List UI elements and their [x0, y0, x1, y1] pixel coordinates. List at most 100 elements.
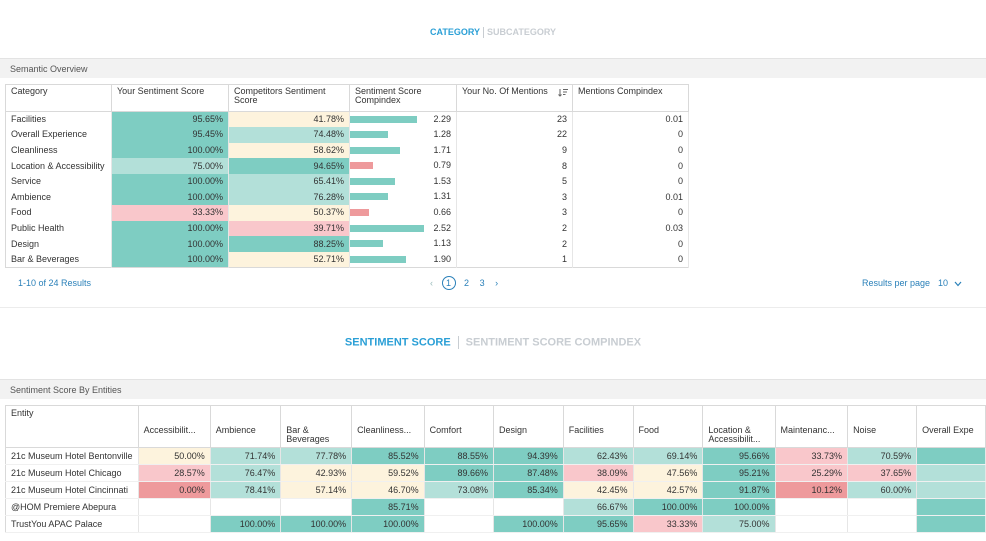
entity-score-cell: 37.65% — [847, 464, 918, 482]
page-2-button[interactable]: 2 — [464, 278, 470, 288]
page-3-button[interactable]: 3 — [479, 278, 485, 288]
entity-row: 21c Museum Hotel Chicago 28.57% 76.47% 42.9… — [5, 464, 986, 482]
entity-attribute-column-header[interactable]: Design — [493, 405, 564, 448]
entity-score-cell: 75.00% — [702, 515, 776, 533]
entity-attribute-column-header[interactable]: Food — [633, 405, 704, 448]
entity-attribute-column-header[interactable]: Comfort — [424, 405, 494, 448]
entity-score-cell — [916, 447, 986, 465]
entity-score-cell: 77.78% — [280, 447, 353, 465]
sentiment-score-tab[interactable]: SENTIMENT SCORE — [344, 336, 451, 349]
page-1-button[interactable]: 1 — [441, 276, 456, 290]
entity-attribute-column-header[interactable]: Ambience — [210, 405, 282, 448]
mentions-compindex-column-header[interactable]: Mentions Compindex — [572, 84, 689, 112]
results-per-page-value: 10 — [938, 278, 949, 288]
competitor-score-column-header[interactable]: Competitors Sentiment Score — [228, 84, 350, 112]
entity-attribute-column-header[interactable]: Facilities — [563, 405, 634, 448]
category-cell: Location & Accessibility — [5, 158, 112, 174]
subcategory-tab[interactable]: SUBCATEGORY — [487, 27, 557, 37]
table-row: Public Health 100.00% 39.71% 2.52 2 0.03 — [5, 220, 689, 237]
entity-score-cell: 69.14% — [633, 447, 704, 465]
mentions-compindex-cell: 0 — [572, 205, 689, 221]
compindex-value: 1.28 — [433, 129, 451, 140]
entity-attribute-column-header[interactable]: Location & Accessibilit... — [702, 405, 776, 448]
entity-score-cell — [424, 498, 494, 516]
sort-descending-icon[interactable] — [558, 88, 568, 97]
entity-score-cell — [916, 481, 986, 499]
compindex-cell: 1.31 — [349, 189, 457, 206]
mentions-cell: 9 — [456, 142, 573, 159]
entity-score-cell: 85.52% — [351, 447, 425, 465]
entity-score-cell: 95.21% — [702, 464, 776, 482]
sentiment-compindex-tab[interactable]: SENTIMENT SCORE COMPINDEX — [465, 336, 642, 349]
entity-score-cell: 25.29% — [775, 464, 849, 482]
entity-score-cell — [847, 498, 918, 516]
category-cell: Overall Experience — [5, 127, 112, 143]
table-row: Overall Experience 95.45% 74.48% 1.28 22 0 — [5, 127, 689, 143]
mentions-cell: 23 — [456, 111, 573, 128]
category-cell: Cleanliness — [5, 142, 112, 159]
compindex-bar — [350, 177, 395, 185]
competitor-score-cell: 50.37% — [228, 205, 350, 221]
entities-header: Sentiment Score By Entities — [0, 379, 986, 399]
your-score-cell: 100.00% — [111, 236, 229, 252]
your-score-column-header[interactable]: Your Sentiment Score — [111, 84, 229, 112]
entity-attribute-column-header[interactable]: Accessibilit... — [138, 405, 211, 448]
entity-name-cell[interactable]: 21c Museum Hotel Bentonville — [5, 447, 139, 465]
entity-name-cell[interactable]: @HOM Premiere Abepura — [5, 498, 139, 516]
entity-score-cell: 60.00% — [847, 481, 918, 499]
competitor-score-cell: 65.41% — [228, 173, 350, 190]
entity-attribute-column-header[interactable]: Cleanliness... — [351, 405, 425, 448]
your-score-cell: 100.00% — [111, 251, 229, 268]
entity-score-cell: 100.00% — [702, 498, 776, 516]
entity-score-cell: 88.55% — [424, 447, 494, 465]
mentions-cell: 5 — [456, 173, 573, 190]
entity-name-cell[interactable]: 21c Museum Hotel Chicago — [5, 464, 139, 482]
entity-score-cell — [916, 464, 986, 482]
entity-score-cell: 100.00% — [493, 515, 564, 533]
entity-attribute-column-header[interactable]: Overall Expe — [916, 405, 986, 448]
next-page-button[interactable]: › — [495, 278, 499, 288]
category-tab[interactable]: CATEGORY — [429, 27, 480, 37]
compindex-value: 1.13 — [433, 238, 451, 249]
mentions-compindex-cell: 0 — [572, 127, 689, 143]
entity-score-cell: 100.00% — [210, 515, 282, 533]
entity-score-cell: 70.59% — [847, 447, 918, 465]
results-per-page-select[interactable]: 10 — [938, 278, 962, 288]
entity-score-cell — [138, 498, 211, 516]
entity-attribute-column-header[interactable]: Noise — [847, 405, 918, 448]
entity-column-header[interactable]: Entity — [5, 405, 139, 448]
your-score-cell: 95.45% — [111, 127, 229, 143]
mentions-compindex-cell: 0 — [572, 158, 689, 174]
mentions-compindex-cell: 0.01 — [572, 111, 689, 128]
compindex-cell: 1.28 — [349, 127, 457, 143]
mentions-column-header[interactable]: Your No. Of Mentions — [456, 84, 573, 112]
your-score-cell: 33.33% — [111, 205, 229, 221]
entity-attribute-column-header[interactable]: Maintenanc... — [775, 405, 849, 448]
compindex-bar — [350, 162, 373, 170]
entity-name-cell[interactable]: 21c Museum Hotel Cincinnati — [5, 481, 139, 499]
mentions-compindex-cell: 0 — [572, 173, 689, 190]
entity-attribute-column-header[interactable]: Bar & Beverages — [280, 405, 353, 448]
mentions-cell: 22 — [456, 127, 573, 143]
entity-score-cell: 42.57% — [633, 481, 704, 499]
category-cell: Public Health — [5, 220, 112, 237]
semantic-overview-table: Category Your Sentiment Score Competitor… — [5, 84, 689, 268]
entity-score-cell — [138, 515, 211, 533]
category-column-header[interactable]: Category — [5, 84, 112, 112]
your-score-cell: 75.00% — [111, 158, 229, 174]
toggle-divider — [483, 27, 484, 39]
entity-name-cell[interactable]: TrustYou APAC Palace — [5, 515, 139, 533]
entity-score-cell: 95.66% — [702, 447, 776, 465]
entity-score-cell: 73.08% — [424, 481, 494, 499]
compindex-column-header[interactable]: Sentiment Score Compindex — [349, 84, 457, 112]
entity-score-cell: 91.87% — [702, 481, 776, 499]
compindex-cell: 1.90 — [349, 251, 457, 268]
entity-row: @HOM Premiere Abepura 85.71% 66.67% 100.00%… — [5, 498, 986, 516]
table-row: Bar & Beverages 100.00% 52.71% 1.90 1 0 — [5, 251, 689, 268]
entity-score-cell: 38.09% — [563, 464, 634, 482]
entity-score-cell — [916, 515, 986, 533]
prev-page-button[interactable]: ‹ — [430, 278, 433, 288]
compindex-bar — [350, 116, 417, 123]
your-score-cell: 100.00% — [111, 220, 229, 237]
entity-score-cell: 59.52% — [351, 464, 425, 482]
